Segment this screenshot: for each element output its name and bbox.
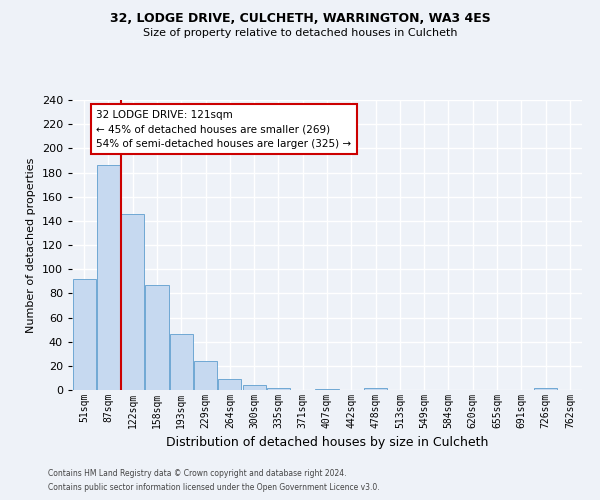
Bar [267,388,290,390]
Bar [170,334,193,390]
Text: 32, LODGE DRIVE, CULCHETH, WARRINGTON, WA3 4ES: 32, LODGE DRIVE, CULCHETH, WARRINGTON, W… [110,12,490,26]
Bar [194,361,217,390]
Text: Size of property relative to detached houses in Culcheth: Size of property relative to detached ho… [143,28,457,38]
X-axis label: Distribution of detached houses by size in Culcheth: Distribution of detached houses by size … [166,436,488,450]
Text: Contains public sector information licensed under the Open Government Licence v3: Contains public sector information licen… [48,484,380,492]
Bar [218,379,241,390]
Text: Contains HM Land Registry data © Crown copyright and database right 2024.: Contains HM Land Registry data © Crown c… [48,468,347,477]
Text: 32 LODGE DRIVE: 121sqm
← 45% of detached houses are smaller (269)
54% of semi-de: 32 LODGE DRIVE: 121sqm ← 45% of detached… [96,110,352,150]
Bar [316,389,338,390]
Bar [97,166,120,390]
Bar [145,285,169,390]
Y-axis label: Number of detached properties: Number of detached properties [26,158,36,332]
Bar [242,385,266,390]
Bar [534,388,557,390]
Bar [73,279,95,390]
Bar [364,388,387,390]
Bar [121,214,144,390]
